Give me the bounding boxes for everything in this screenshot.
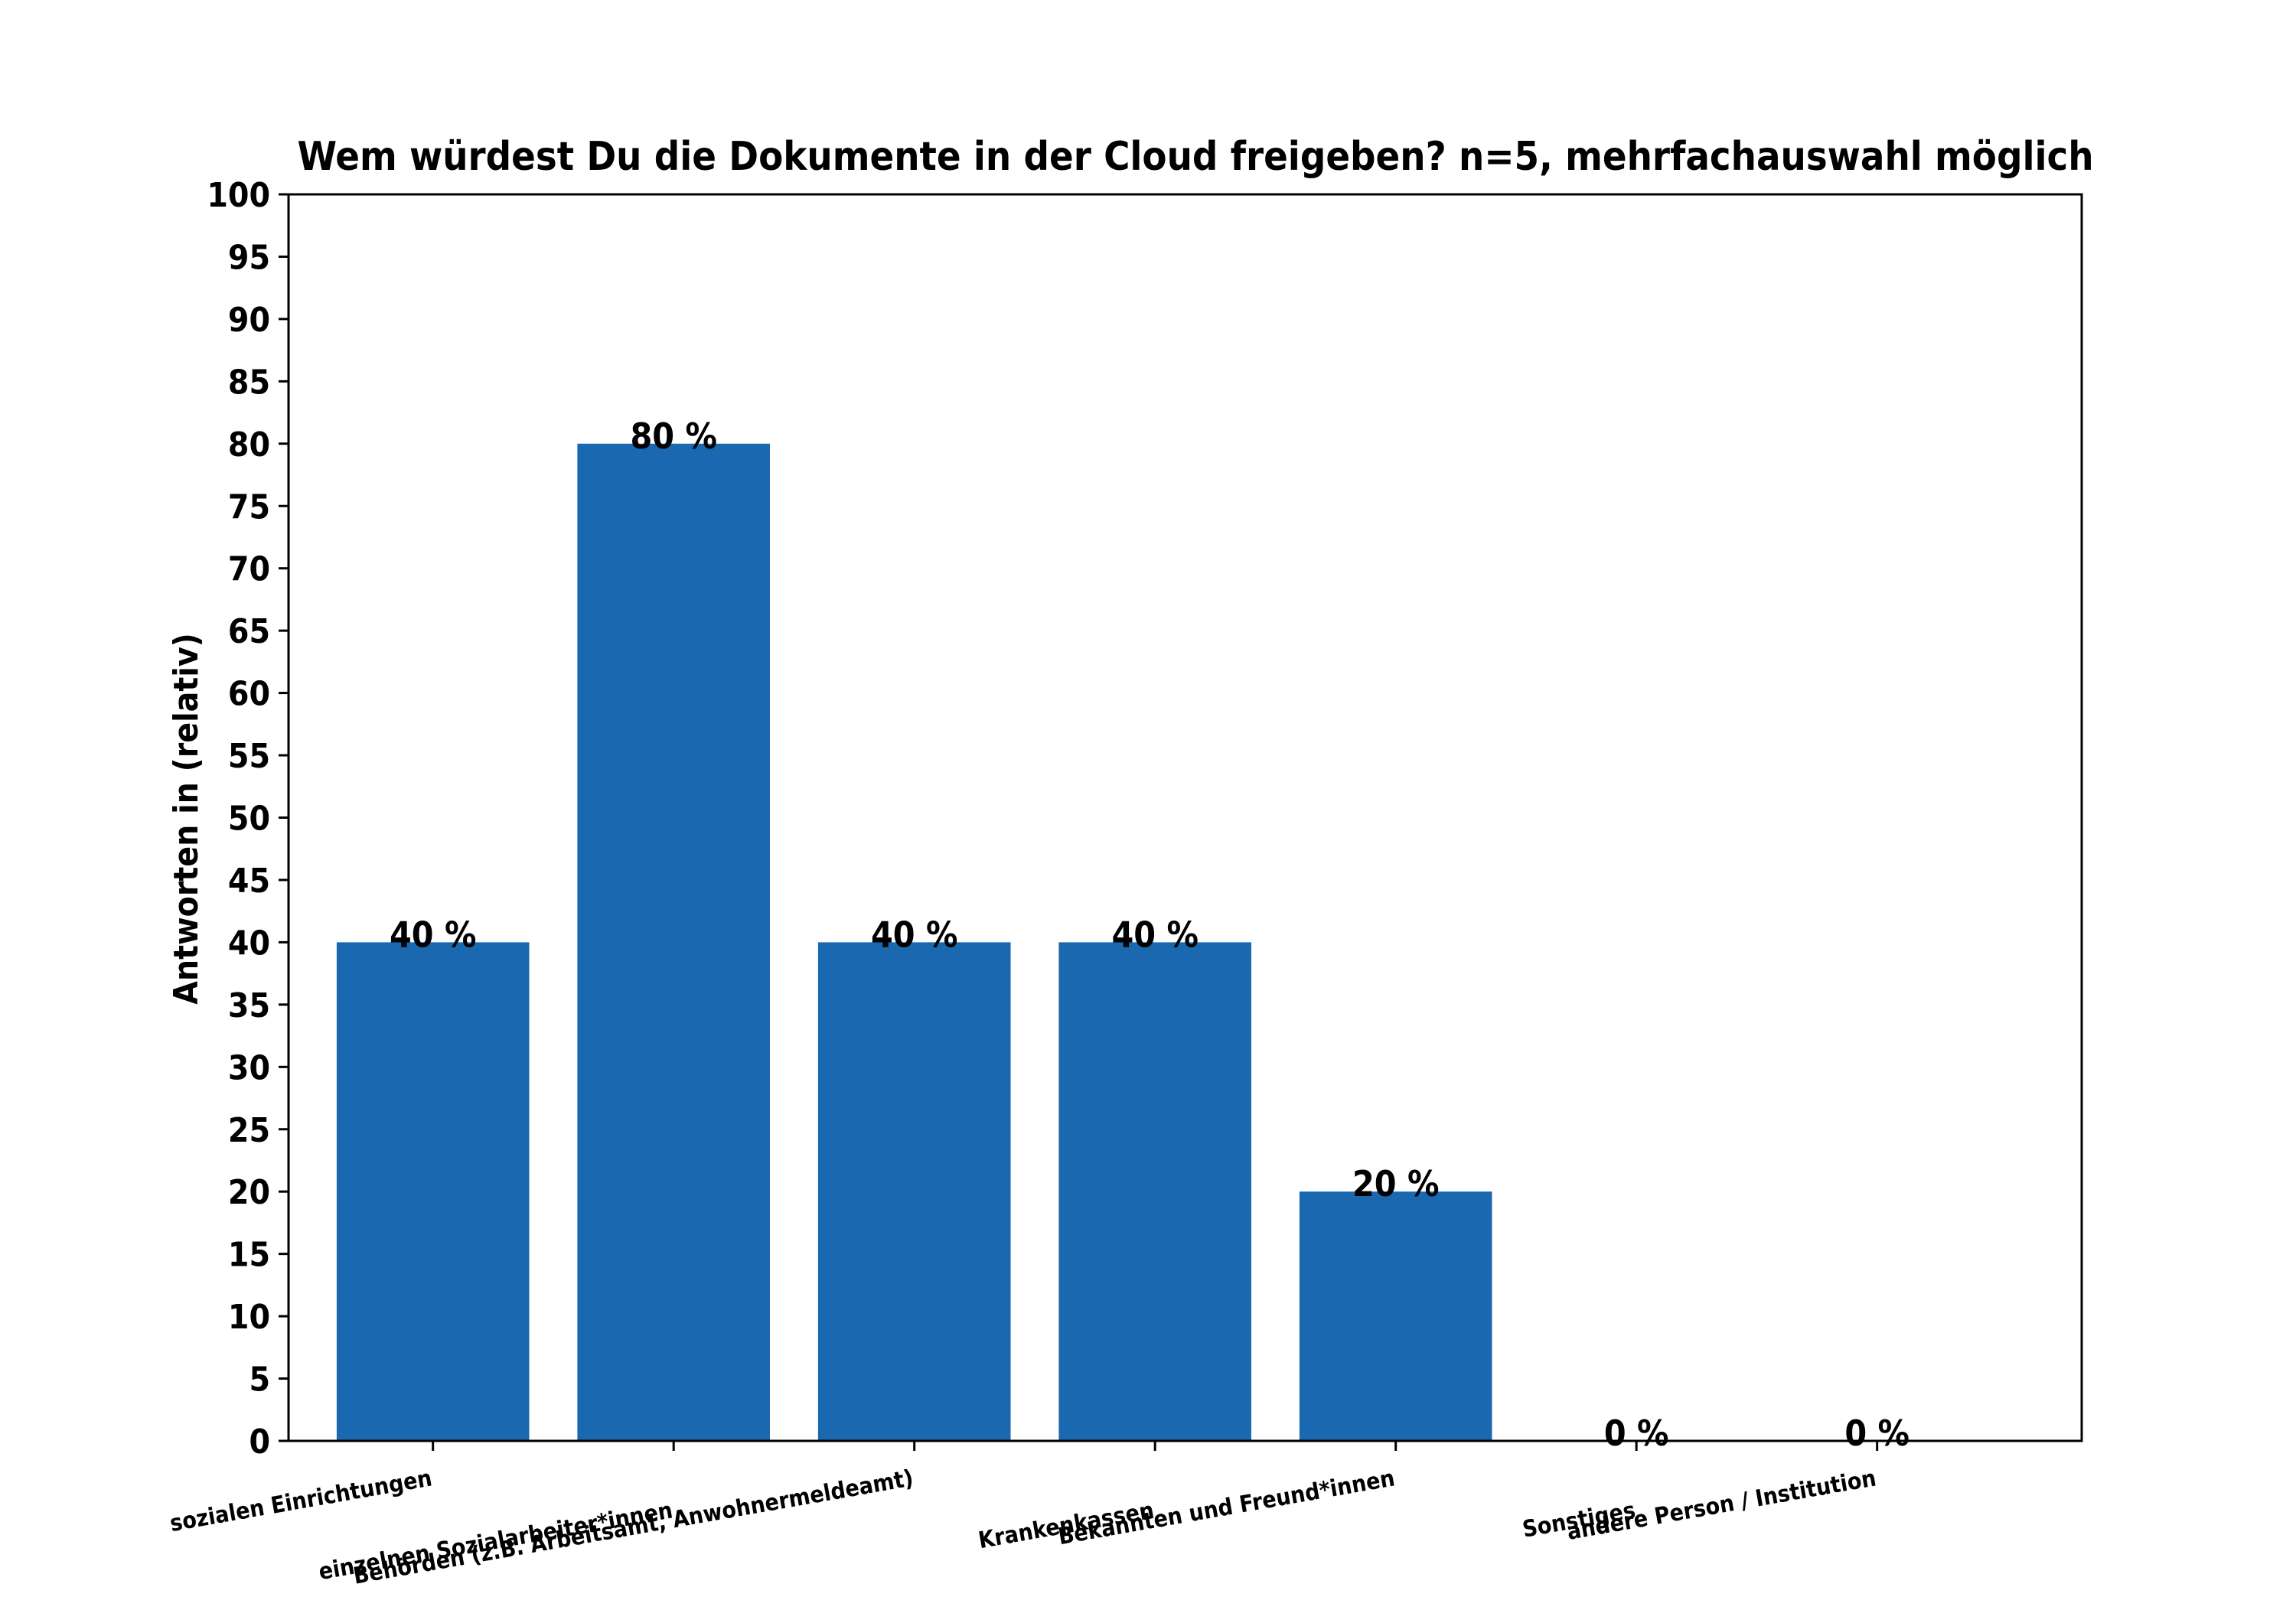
y-tick-label: 95 — [228, 238, 270, 277]
y-tick-label: 5 — [249, 1361, 270, 1400]
y-tick-label: 80 — [228, 425, 270, 464]
bar-value-label: 40 % — [871, 914, 957, 955]
y-tick-label: 25 — [228, 1111, 270, 1150]
y-tick-label: 15 — [228, 1236, 270, 1275]
bar — [1299, 1191, 1492, 1441]
y-tick-label: 75 — [228, 487, 270, 526]
bar-value-label: 40 % — [1111, 914, 1198, 955]
x-tick-label: sozialen Einrichtungen — [168, 1465, 434, 1537]
y-tick-label: 50 — [228, 800, 270, 839]
y-tick-label: 70 — [228, 550, 270, 589]
bar — [577, 443, 770, 1441]
x-tick-label: Behörden (z.B. Arbeitsamt, Anwohnermelde… — [351, 1465, 915, 1589]
y-tick-label: 85 — [228, 363, 270, 402]
y-axis: 0 5 10 15 20 25 30 35 40 45 50 55 60 65 70 75 80 85 90 95 10… — [207, 176, 289, 1462]
y-tick-label: 45 — [228, 862, 270, 901]
bar — [336, 942, 530, 1441]
y-tick-label: 55 — [228, 737, 270, 776]
bar-value-label: 80 % — [630, 416, 716, 457]
bars-layer — [336, 443, 1492, 1441]
bar — [817, 942, 1011, 1441]
bar — [1058, 942, 1251, 1441]
y-tick-label: 60 — [228, 675, 270, 714]
y-tick-label: 100 — [207, 176, 270, 215]
y-tick-label: 0 — [249, 1423, 270, 1462]
bar-value-label: 40 % — [390, 914, 476, 955]
bar-value-label: 20 % — [1352, 1163, 1439, 1204]
chart-title: Wem würdest Du die Dokumente in der Clou… — [297, 134, 2093, 180]
y-tick-label: 90 — [228, 301, 270, 340]
y-tick-label: 30 — [228, 1048, 270, 1087]
y-tick-label: 10 — [228, 1298, 270, 1337]
y-tick-label: 20 — [228, 1173, 270, 1212]
y-tick-label: 35 — [228, 986, 270, 1025]
value-labels-layer: 40 %80 %40 % 40 %20 %0 % 0 % — [390, 416, 1910, 1454]
plot-frame — [287, 193, 2083, 1442]
y-tick-label: 65 — [228, 612, 270, 651]
y-axis-label: Antworten in (relativ) — [167, 633, 206, 1004]
y-tick-label: 40 — [228, 924, 270, 963]
